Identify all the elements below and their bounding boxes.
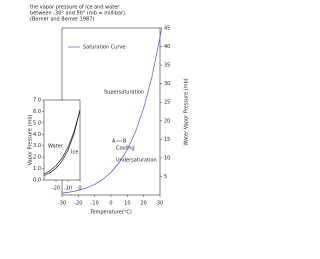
y-tick-label: 6.0 [33,109,41,115]
y-tick-label: 7.0 [33,98,41,104]
y-tick-label: 5.0 [33,120,41,126]
legend-label: Saturation Curve [83,45,125,51]
x-tick-label: -20 [52,186,60,192]
inset-frame [43,99,81,181]
x-tick-label: -30 [58,201,66,207]
y-tick-label: 1.0 [33,166,41,172]
title-line: (Berner and Berner 1987) [30,17,94,23]
y-axis-label: Vapor Pressure (mb) [28,115,34,166]
title-line: the vapor pressure of ice and water [30,5,120,11]
x-tick-label: -10 [64,186,72,192]
data-line [43,110,81,175]
y-tick-label: 5 [164,174,167,180]
chart: the vapor pressure of ice and water betw… [28,5,190,216]
annotation: B [123,139,127,145]
y-tick-label: 35 [164,63,170,69]
y-tick-label: 40 [164,44,170,50]
y-tick-label: 0.0 [33,178,41,184]
x-tick-label: -10 [91,201,99,207]
data-line [61,28,162,194]
series-label: Ice [71,150,78,156]
annotation: Cooling [116,146,135,152]
x-tick-label: 10 [124,201,130,207]
y-tick-label: 4.0 [33,132,41,138]
y2-axis-label: Water Vapor Pressure (mb) [184,78,190,145]
title-line: between -30° and 50° (mb = millibar). [30,11,127,17]
y-tick-label: 30 [164,81,170,87]
y-tick-label: 20 [164,118,170,124]
x-tick-label: 20 [140,201,146,207]
x-tick-label: 0 [78,186,81,192]
y-tick-label: 10 [164,155,170,161]
data-line [43,110,81,176]
x-tick-label: -20 [74,201,82,207]
annotation: A [112,139,116,145]
y-tick-label: 15 [164,137,170,143]
x-tick-label: 0 [109,201,112,207]
y-tick-label: 45 [164,26,170,32]
x-axis-label: Temperature(°C) [89,210,132,216]
y-tick-label: 2.0 [33,155,41,161]
y-tick-label: 25 [164,100,170,106]
annotation: Undersaturation [116,158,157,164]
x-tick-label: 30 [157,201,163,207]
y-tick-label: 3.0 [33,143,41,149]
series-label: Water [48,144,64,150]
annotation: Supersaturation [104,90,144,96]
